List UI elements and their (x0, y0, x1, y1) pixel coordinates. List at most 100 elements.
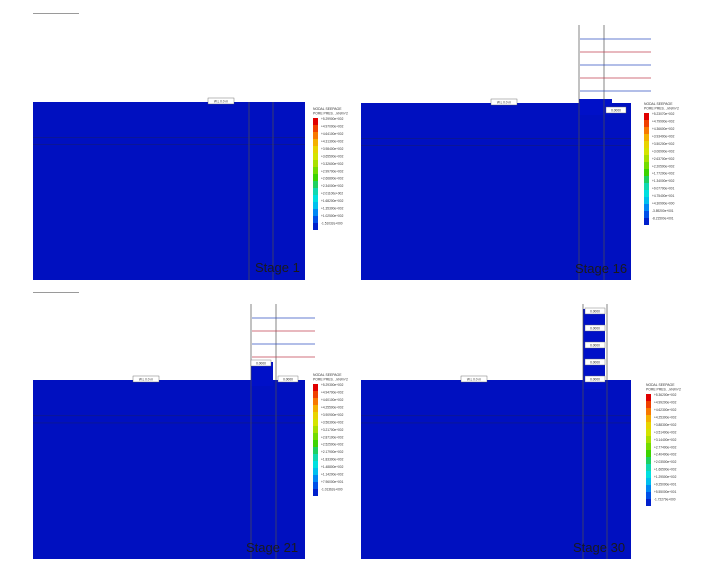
legend-value: +1.68200e+002 (321, 199, 344, 203)
legend-swatch (313, 461, 318, 468)
legend-swatch (646, 457, 651, 464)
legend-value: +1.29500e+002 (654, 475, 677, 479)
structure-value-label: 0.0000 (283, 378, 293, 382)
legend-swatch (646, 443, 651, 450)
legend-swatch (644, 176, 649, 183)
legend-value: -1.72279e+000 (654, 498, 676, 502)
contour-panel-stage-1: W.L 0.0 m NODAL SEEPAGE PORE PRES. , kN/m^… (33, 96, 358, 280)
legend-value: -1.51032e+000 (321, 222, 343, 226)
legend-swatch (313, 202, 318, 209)
legend-value: +4.25300e+002 (654, 415, 677, 419)
legend-swatch (313, 195, 318, 202)
legend-swatch (313, 454, 318, 461)
excavation-zone (251, 362, 273, 386)
legend-swatch (313, 174, 318, 181)
legend-swatch (313, 475, 318, 482)
legend-value: +3.65500e+002 (321, 154, 344, 158)
structure-value-label: 0.0000 (590, 378, 600, 382)
legend-value: +1.83300e+002 (321, 458, 344, 462)
legend-value: +1.48800e+002 (321, 465, 344, 469)
water-level-box (460, 375, 488, 383)
legend-swatch (313, 398, 318, 405)
structure-value: 0.0000 (584, 324, 606, 332)
water-level-box (207, 97, 235, 105)
legend-swatch (313, 412, 318, 419)
legend-value: +9.25000e+001 (654, 483, 677, 487)
structure-value-label: 0.0000 (590, 310, 600, 314)
legend-swatch (313, 405, 318, 412)
legend-value: +4.64100e+002 (321, 132, 344, 136)
structure-value-label: 0.0000 (611, 109, 621, 113)
legend-swatch (644, 190, 649, 197)
legend-value: -8.21500e+001 (652, 217, 674, 221)
legend-value: +3.98400e+002 (321, 147, 344, 151)
legend-swatch (313, 167, 318, 174)
legend-value: +2.03500e+002 (654, 460, 677, 464)
structure-value-box (584, 341, 606, 349)
legend-title: NODAL SEEPAGE (313, 107, 342, 111)
legend-swatch (646, 415, 651, 422)
contour-field (361, 103, 631, 281)
water-level-label: W.L 0.0 m (467, 378, 482, 382)
legend-swatch (644, 155, 649, 162)
legend-value: +3.21700e+002 (321, 428, 344, 432)
structure-value: 0.0000 (277, 375, 299, 383)
legend-value: +5.29300e+002 (321, 383, 344, 387)
legend-value: +9.07700e+001 (652, 187, 675, 191)
legend-title: NODAL SEEPAGE (646, 383, 675, 387)
legend-swatch (313, 223, 318, 230)
contour-band (33, 102, 305, 280)
legend-value: +1.02500e+002 (321, 214, 344, 218)
legend-swatch (646, 401, 651, 408)
legend-value: +3.88300e+002 (654, 423, 677, 427)
legend-swatch (313, 391, 318, 398)
water-level-box (490, 98, 518, 106)
legend-unit: PORE PRES. , kN/m^2 (313, 378, 348, 382)
structure-value-box (605, 106, 627, 114)
structure-value: 0.0000 (605, 106, 627, 114)
legend-unit: PORE PRES. , kN/m^2 (313, 112, 348, 116)
legend-swatch (313, 433, 318, 440)
legend-swatch (646, 464, 651, 471)
legend-value: +4.94700e+002 (321, 390, 344, 394)
structure-value-box (584, 375, 606, 383)
legend-value: +7.96000e+001 (321, 480, 344, 484)
structure-value-box (277, 375, 299, 383)
legend-swatch (646, 450, 651, 457)
legend-swatch (644, 141, 649, 148)
water-level-marker: W.L 0.0 m (207, 97, 235, 105)
legend-value: -1.01362e+000 (321, 488, 343, 492)
legend-value: +5.23070e+002 (652, 112, 675, 116)
legend-swatch (313, 482, 318, 489)
stage-label: Stage 21 (246, 540, 299, 555)
legend-swatch (313, 125, 318, 132)
legend-swatch (644, 197, 649, 204)
legend-swatch (313, 188, 318, 195)
contour-field (33, 102, 305, 280)
legend-value: +2.34000e+002 (321, 184, 344, 188)
legend-value: +3.56300e+002 (321, 420, 344, 424)
contour-panel-stage-30: W.L 0.0 m 0.0000 0.0000 0.0000 0.0000 0.0000 N… (361, 304, 726, 559)
legend-value: +2.52500e+002 (321, 443, 344, 447)
water-level-label: W.L 0.0 m (139, 378, 154, 382)
contour-band (361, 103, 631, 280)
legend-swatch (313, 153, 318, 160)
legend-value: +5.55000e+001 (654, 490, 677, 494)
water-level-label: W.L 0.0 m (497, 101, 512, 105)
contour-field (361, 380, 631, 559)
legend-value: +2.99700e+002 (321, 169, 344, 173)
legend-swatch (644, 127, 649, 134)
legend-swatch (646, 408, 651, 415)
structure-value: 0.0000 (584, 341, 606, 349)
stage-label: Stage 1 (255, 260, 300, 275)
legend-swatch (313, 489, 318, 496)
water-level-marker: W.L 0.0 m (460, 375, 488, 383)
water-level-box (132, 375, 160, 383)
legend-swatch (313, 426, 318, 433)
legend-value: +1.14200e+002 (321, 473, 344, 477)
legend-swatch (646, 429, 651, 436)
